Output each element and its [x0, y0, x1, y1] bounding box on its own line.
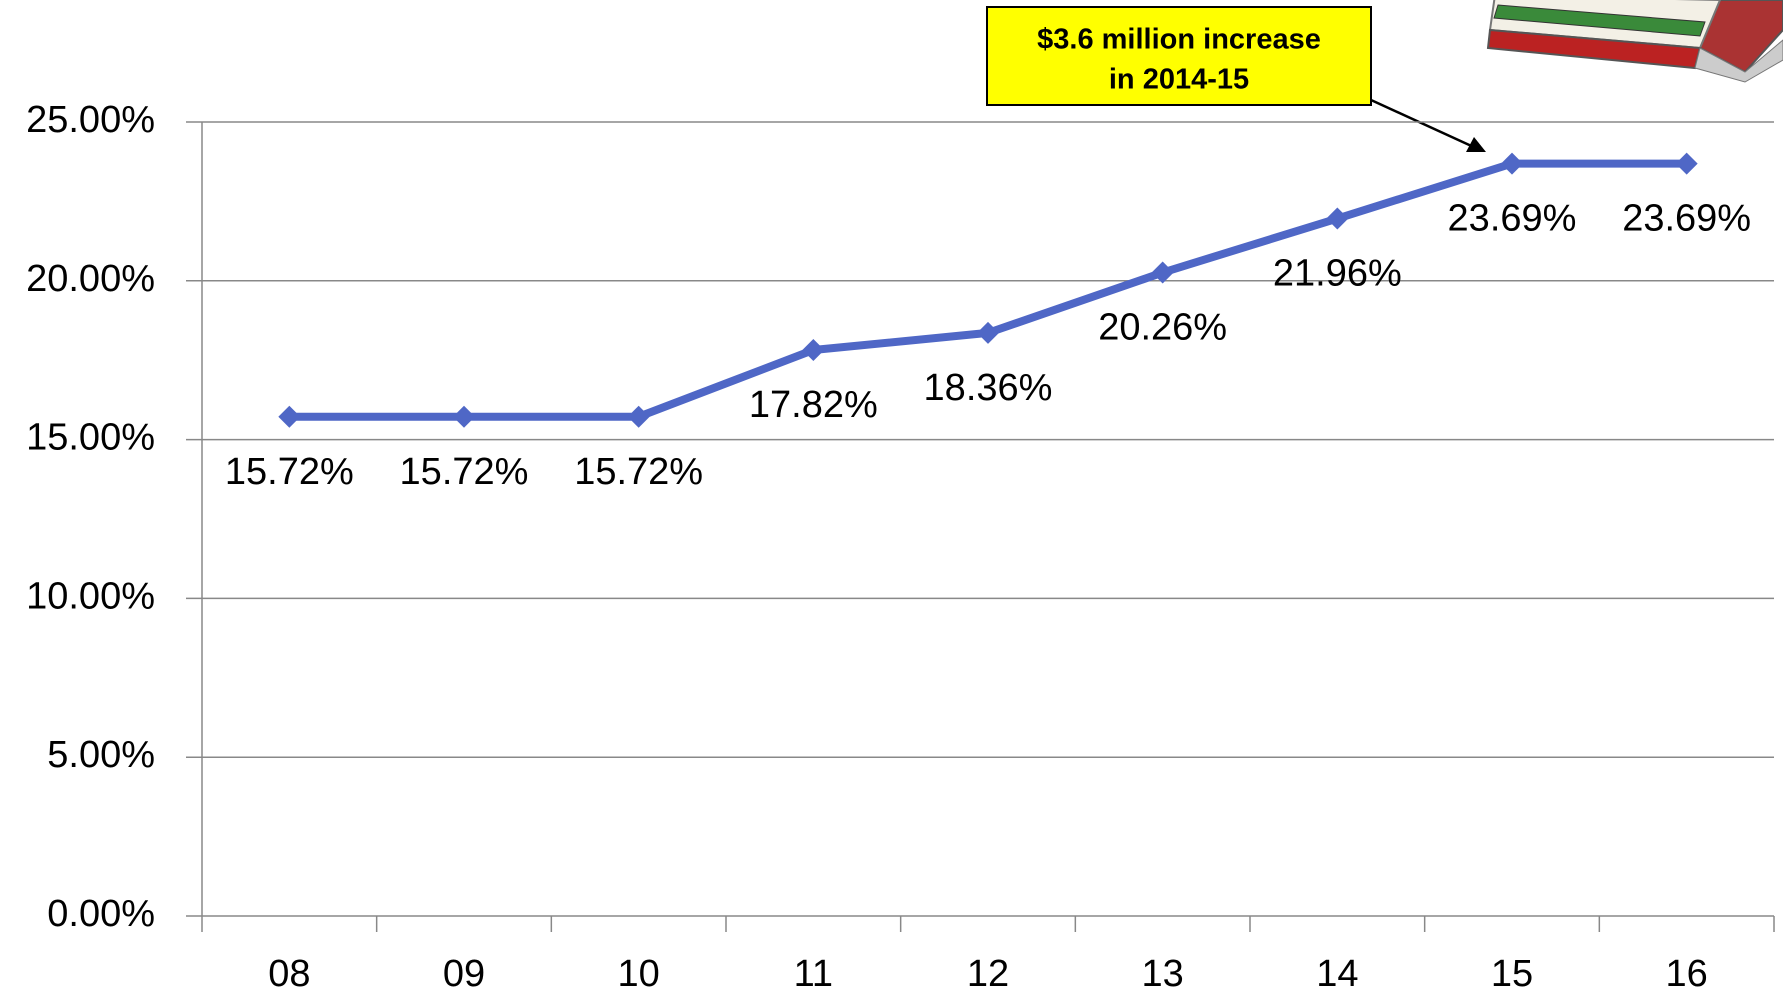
data-label: 15.72%	[574, 451, 703, 493]
marker	[1676, 153, 1698, 175]
annotation: $3.6 million increase in 2014-15	[987, 7, 1486, 152]
y-tick-label: 0.00%	[47, 893, 155, 935]
x-tick-label: 10	[618, 953, 660, 995]
x-tick-label: 13	[1142, 953, 1184, 995]
x-tick-label: 16	[1666, 953, 1708, 995]
chart: $3.6 million increase in 2014-15 0.00% 5.…	[0, 0, 1783, 999]
x-tick-label: 14	[1316, 953, 1358, 995]
y-tick-label: 20.00%	[26, 258, 155, 300]
y-tick-label: 10.00%	[26, 575, 155, 617]
marker	[1326, 208, 1348, 230]
data-label: 23.69%	[1448, 198, 1577, 240]
y-tick-label: 15.00%	[26, 417, 155, 459]
marker	[278, 406, 300, 428]
y-tick-label: 5.00%	[47, 734, 155, 776]
data-label: 21.96%	[1273, 253, 1402, 295]
data-label: 15.72%	[400, 451, 529, 493]
annotation-text: in 2014-15	[1109, 64, 1249, 96]
data-label: 15.72%	[225, 451, 354, 493]
marker	[1501, 153, 1523, 175]
annotation-arrow	[1371, 100, 1478, 149]
marker	[802, 339, 824, 361]
x-tick-label: 12	[967, 953, 1009, 995]
books-illustration	[1488, 0, 1783, 82]
data-label: 23.69%	[1622, 198, 1751, 240]
data-label: 17.82%	[749, 384, 878, 426]
x-tick-label: 08	[268, 953, 310, 995]
data-label: 20.26%	[1098, 307, 1227, 349]
marker	[977, 322, 999, 344]
data-label: 18.36%	[924, 367, 1053, 409]
y-tick-label: 25.00%	[26, 99, 155, 141]
x-tick-label: 09	[443, 953, 485, 995]
marker	[628, 406, 650, 428]
x-tick-label: 15	[1491, 953, 1533, 995]
x-tick-label: 11	[794, 953, 833, 995]
annotation-text: $3.6 million increase	[1037, 24, 1321, 56]
marker	[453, 406, 475, 428]
